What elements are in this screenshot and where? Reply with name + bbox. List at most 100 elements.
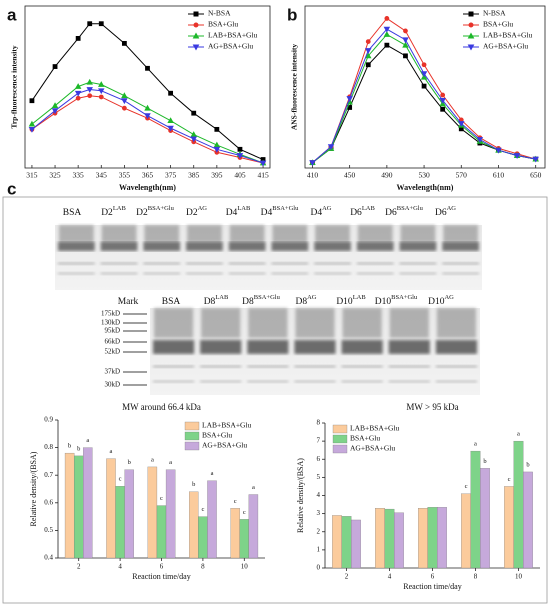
y-tick-label: 5 (317, 473, 321, 481)
marker (86, 87, 93, 93)
gel-band (436, 308, 476, 338)
marker (144, 113, 151, 120)
bar (375, 508, 385, 569)
legend-swatch (332, 434, 348, 444)
legend-swatch (184, 431, 200, 441)
x-tick-label: 335 (73, 171, 85, 180)
x-tick-label: 405 (234, 171, 246, 180)
legend-label: LAB+BSA+Glu (202, 421, 252, 430)
lane-label: Mark (118, 297, 139, 307)
lane-label: D2LAB (101, 205, 126, 218)
bar (230, 508, 240, 559)
gel-band (229, 225, 265, 243)
legend-label: N-BSA (483, 9, 506, 18)
x-tick-label: 490 (381, 171, 393, 180)
marker (468, 22, 474, 28)
marker (121, 40, 127, 46)
gel-band (228, 242, 266, 251)
panel-c-frame (2, 196, 548, 604)
bar (207, 480, 217, 559)
lane-name: D10 (428, 297, 445, 307)
lane-superscript: BSA+Glu (397, 205, 424, 212)
gel-band (200, 380, 242, 383)
gel-band (356, 262, 394, 265)
significance-letter: b (68, 443, 71, 450)
marker (346, 96, 353, 102)
gel-band (200, 340, 242, 354)
lane-superscript: AG (198, 205, 208, 212)
y-tick-label: 0.8 (44, 443, 53, 451)
lane-label: D10AG (428, 294, 454, 307)
bar (239, 519, 250, 559)
x-tick-label: 450 (344, 171, 356, 180)
marker (383, 31, 391, 37)
marker (365, 62, 371, 68)
significance-letter: a (151, 456, 154, 463)
x-tick-label: 410 (307, 171, 319, 180)
lane-superscript: LAB (113, 205, 127, 212)
gel-band (341, 340, 383, 354)
significance-letter: a (110, 448, 113, 455)
marker (98, 81, 105, 87)
gel-band (341, 365, 383, 368)
lane-superscript: BSA+Glu (254, 294, 281, 301)
gel-band (58, 262, 95, 265)
x-tick-label: 325 (49, 171, 61, 180)
x-tick-label: 4 (388, 573, 392, 581)
gel-band (186, 262, 223, 265)
legend-label: LAB+BSA+Glu (208, 31, 258, 40)
marker (190, 136, 197, 143)
marker (365, 39, 371, 45)
legend-swatch (332, 424, 348, 434)
gel-band (294, 340, 336, 354)
series-line (31, 23, 264, 160)
gel-band (144, 225, 180, 243)
marker (74, 90, 82, 97)
bar (189, 491, 199, 559)
marker (167, 117, 174, 124)
gel-band (58, 242, 95, 251)
y-tick-label: 0.9 (44, 416, 53, 424)
lane-superscript: AG (322, 205, 332, 212)
marker (309, 160, 316, 167)
y-tick-label: 0.4 (44, 554, 53, 562)
marker (87, 93, 93, 99)
lane-label: D10LAB (336, 294, 366, 307)
bar (418, 508, 428, 569)
y-tick-label: 0 (317, 564, 321, 572)
legend-label: AG+BSA+Glu (202, 441, 247, 450)
lane-label: BSA (162, 297, 181, 307)
lane-name: BSA (63, 208, 82, 218)
marker (192, 32, 200, 39)
lane-name: D8 (242, 297, 254, 307)
lane-name: D4 (310, 208, 322, 218)
marker (51, 108, 59, 115)
marker (439, 97, 446, 104)
gel-band (271, 242, 309, 251)
marker (98, 94, 104, 100)
marker (193, 11, 199, 17)
gel-band (228, 272, 266, 275)
x-tick-label: 315 (26, 171, 38, 180)
marker-label: 175kD (101, 310, 120, 318)
gel-band (271, 272, 309, 275)
marker (75, 95, 81, 101)
significance-letter: c (234, 498, 237, 505)
chart-title: MW > 95 kDa (406, 402, 458, 412)
marker (365, 52, 372, 59)
gel-band (294, 380, 336, 383)
y-axis-label: Relative density/(BSA) (29, 451, 38, 526)
ladder-band (123, 351, 147, 353)
significance-letter: c (508, 476, 511, 483)
significance-letter: a (252, 484, 255, 491)
x-tick-label: 10 (515, 573, 523, 581)
marker (28, 126, 36, 133)
significance-letter: b (128, 459, 131, 466)
marker (121, 105, 127, 111)
x-tick-label: 570 (456, 171, 468, 180)
lane-name: D6 (350, 208, 362, 218)
marker (403, 53, 408, 59)
x-tick-label: 8 (474, 573, 478, 581)
marker (402, 37, 409, 44)
marker (440, 92, 446, 98)
